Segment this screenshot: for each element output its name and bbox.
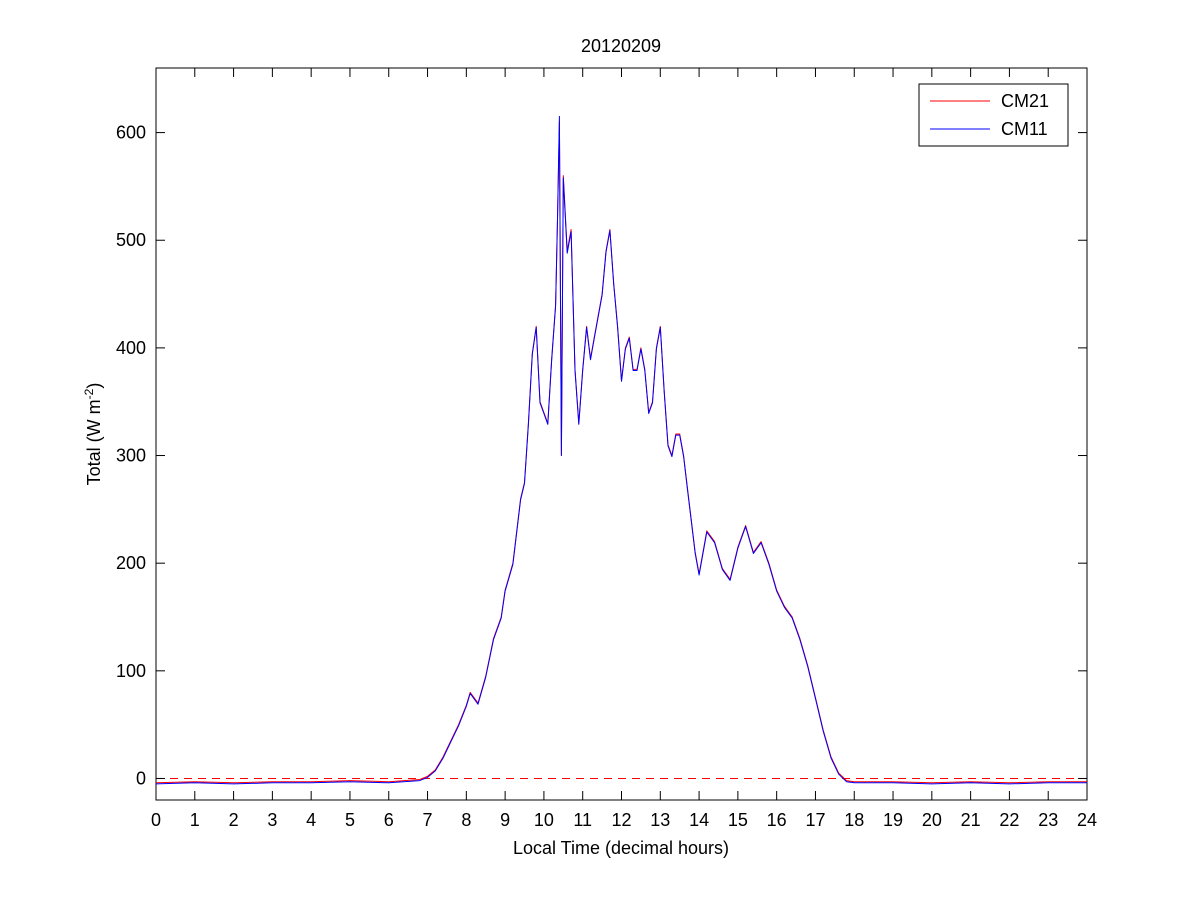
y-axis-label: Total (W m-2): [82, 383, 104, 486]
y-axis: 0 100 200 300 400 500 600: [116, 123, 1087, 788]
series-line-cm11: [155, 115, 1087, 785]
y-tick-label: 500: [116, 230, 146, 250]
legend-label-cm21: CM21: [1001, 91, 1049, 111]
legend: CM21 CM11: [918, 83, 1069, 147]
x-axis: 0 1 2 3 4 5 6 7 8 9 10 11 12 13 14 15 16 17 18 19 20 21 22 23 24: [151, 68, 1097, 830]
x-tick-label: 9: [500, 810, 510, 830]
x-tick-label: 17: [805, 810, 825, 830]
y-tick-label: 400: [116, 338, 146, 358]
x-tick-label: 1: [190, 810, 200, 830]
x-tick-label: 10: [534, 810, 554, 830]
x-tick-label: 5: [345, 810, 355, 830]
x-tick-label: 4: [306, 810, 316, 830]
x-tick-label: 7: [423, 810, 433, 830]
x-axis-label: Local Time (decimal hours): [513, 838, 729, 858]
x-tick-label: 0: [151, 810, 161, 830]
x-tick-label: 22: [999, 810, 1019, 830]
series-layer: [155, 115, 1087, 785]
x-tick-label: 14: [689, 810, 709, 830]
y-axis-label-end: ): [84, 383, 104, 389]
plot-area: [155, 67, 1088, 801]
x-tick-label: 20: [922, 810, 942, 830]
chart-title: 20120209: [581, 36, 661, 56]
y-axis-label-superscript: -2: [82, 388, 96, 399]
x-tick-label: 16: [767, 810, 787, 830]
y-axis-label-main: Total (W m: [84, 399, 104, 485]
y-tick-label: 0: [136, 768, 146, 788]
x-tick-label: 18: [844, 810, 864, 830]
x-tick-label: 15: [728, 810, 748, 830]
x-tick-label: 19: [883, 810, 903, 830]
x-tick-label: 6: [384, 810, 394, 830]
x-tick-label: 8: [461, 810, 471, 830]
legend-label-cm11: CM11: [1001, 119, 1048, 139]
x-tick-label: 23: [1038, 810, 1058, 830]
x-tick-label: 21: [961, 810, 981, 830]
legend-box: [918, 83, 1069, 147]
x-tick-label: 3: [267, 810, 277, 830]
x-tick-label: 24: [1077, 810, 1097, 830]
y-tick-label: 100: [116, 661, 146, 681]
x-tick-label: 13: [650, 810, 670, 830]
x-tick-label: 2: [229, 810, 239, 830]
x-tick-label: 11: [573, 810, 592, 830]
y-tick-label: 300: [116, 446, 146, 466]
y-tick-label: 200: [116, 553, 146, 573]
y-tick-label: 600: [116, 123, 146, 143]
x-tick-label: 12: [611, 810, 631, 830]
